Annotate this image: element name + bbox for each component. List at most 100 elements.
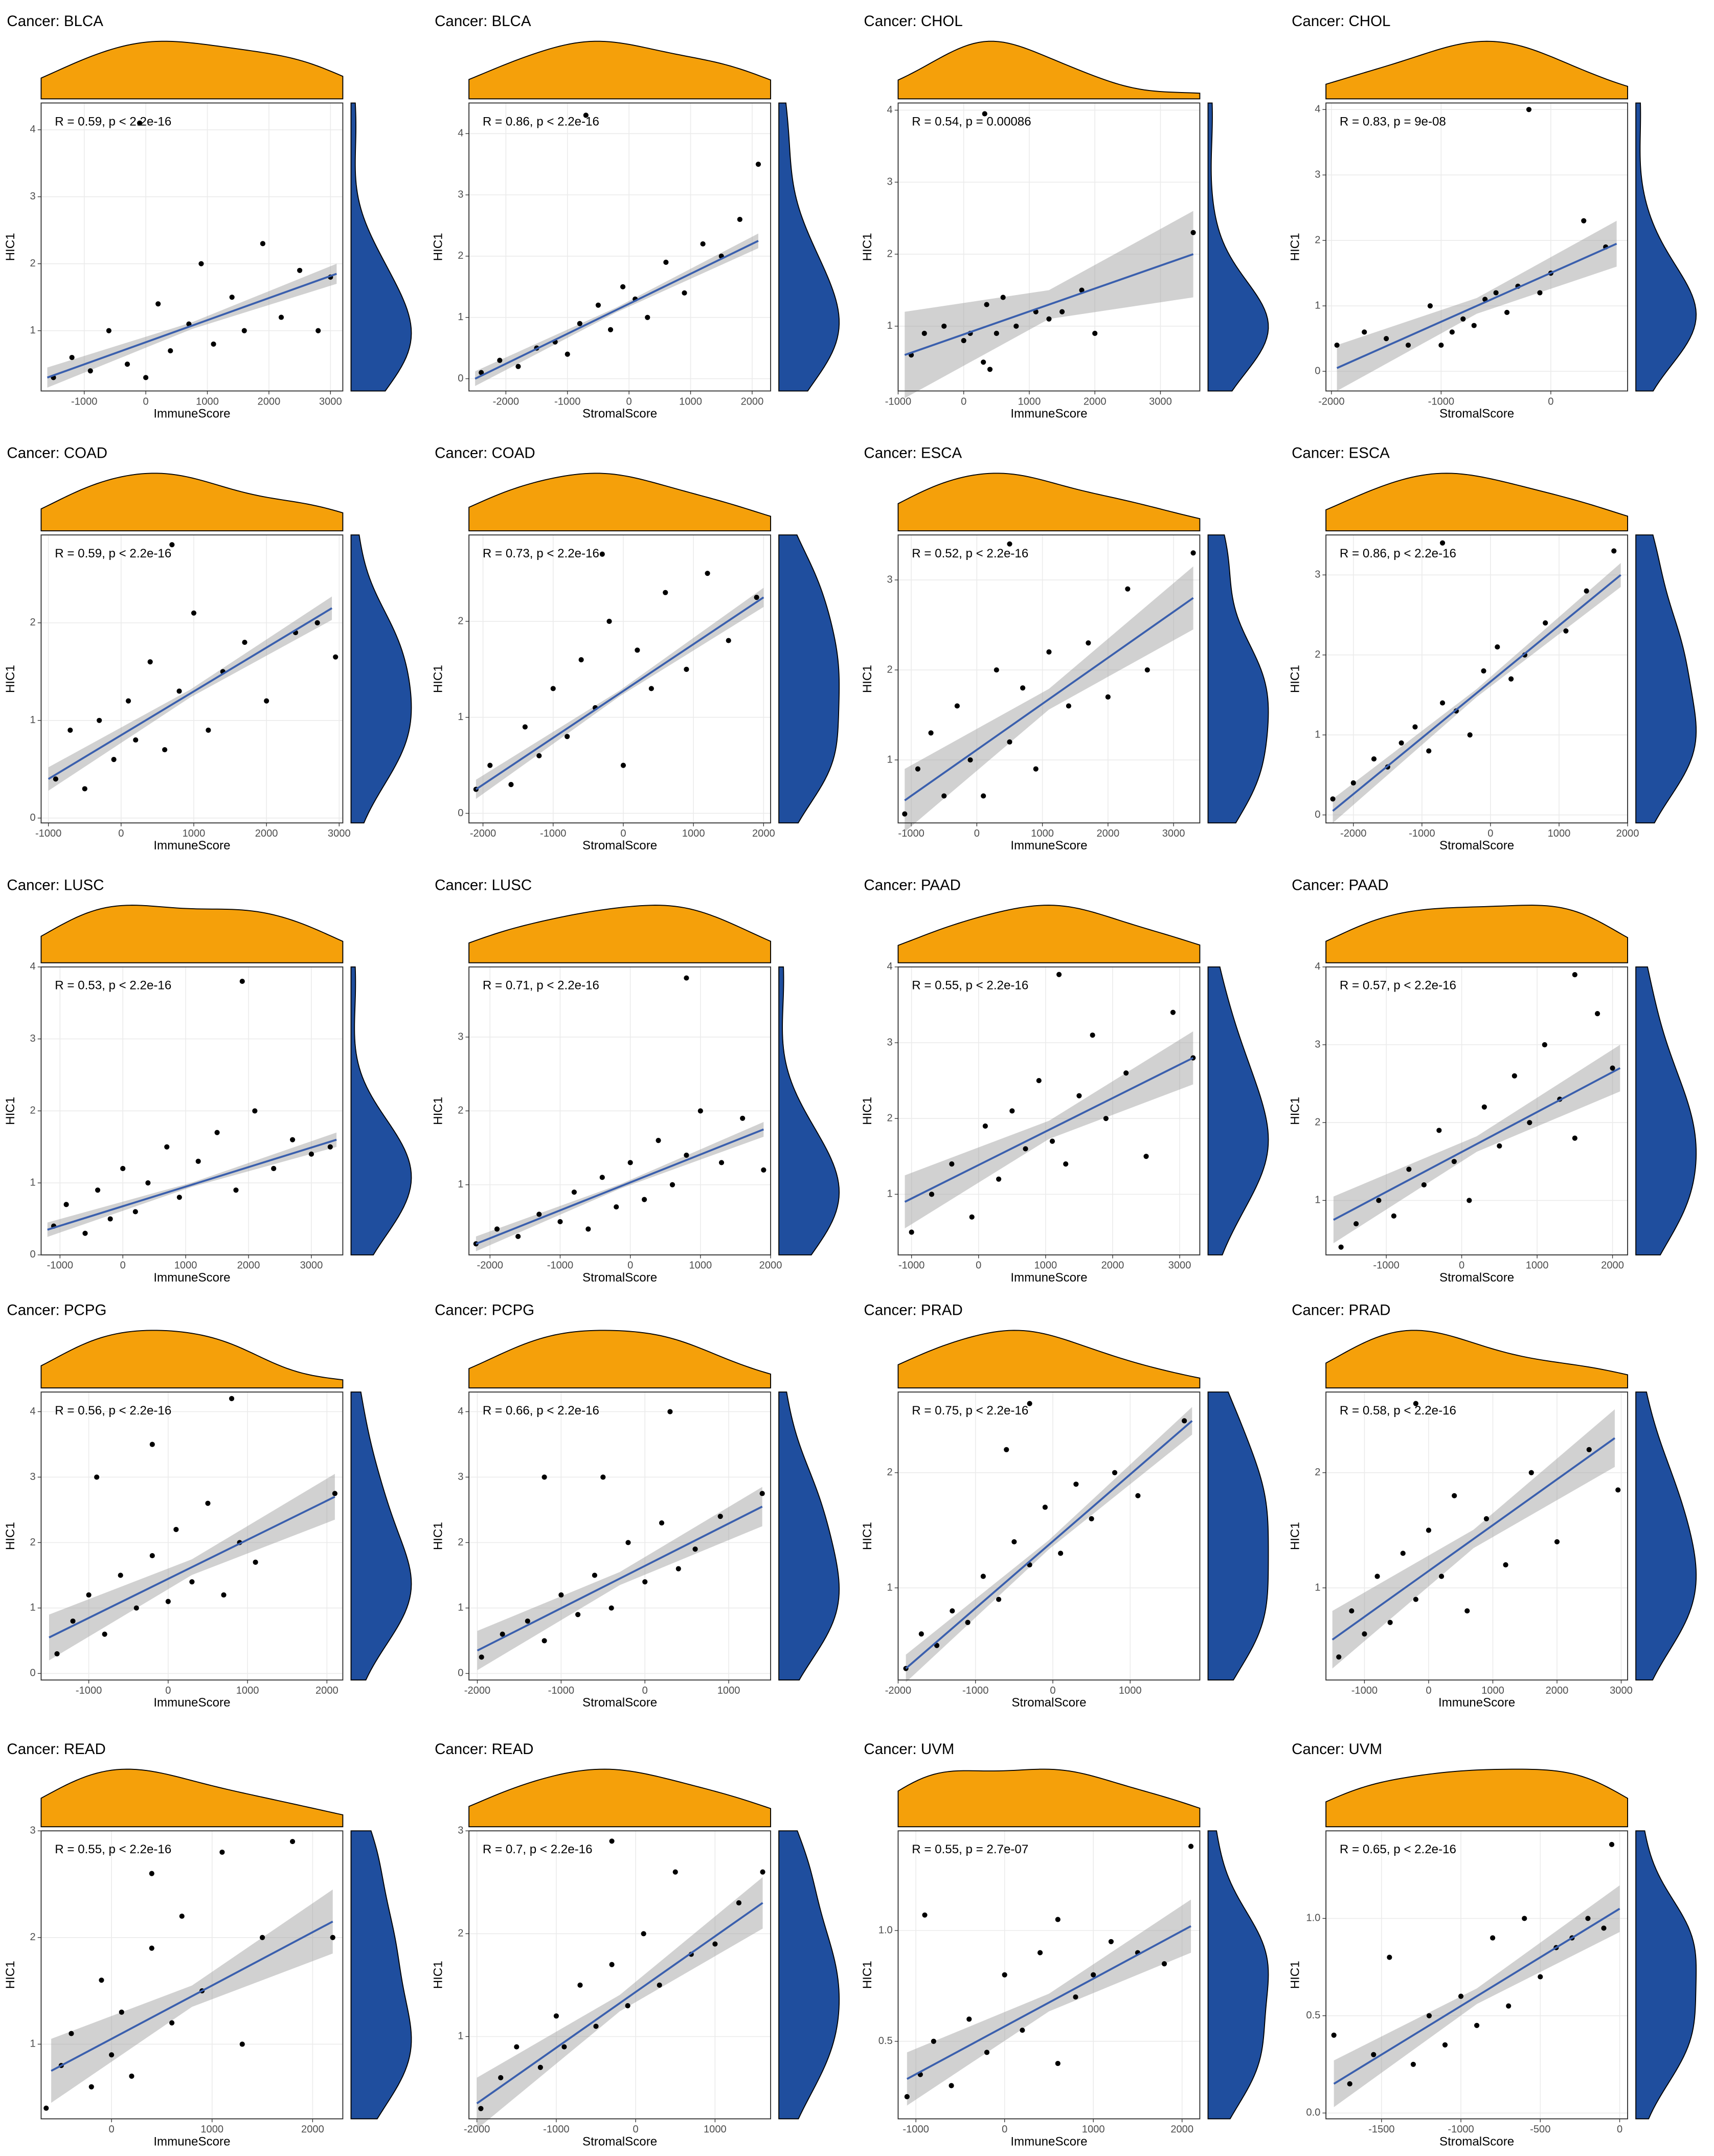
point xyxy=(99,1978,104,1983)
point xyxy=(1020,2027,1025,2033)
fit-line xyxy=(1332,574,1621,812)
point xyxy=(119,2009,124,2015)
point xyxy=(95,1187,101,1193)
point xyxy=(149,1553,155,1559)
top-density xyxy=(40,905,344,963)
annotation: R = 0.7, p < 2.2e-16 xyxy=(483,1843,593,1856)
point xyxy=(609,1962,615,1967)
point xyxy=(950,1608,955,1614)
x-tick-label: -2000 xyxy=(1340,828,1366,839)
point xyxy=(1413,1597,1418,1602)
point xyxy=(109,2052,115,2058)
x-tick-label: -2000 xyxy=(470,828,496,839)
point xyxy=(1374,1574,1380,1579)
x-tick-label: 1000 xyxy=(196,396,219,407)
point xyxy=(514,2044,520,2050)
point xyxy=(198,261,204,266)
point xyxy=(1506,2003,1512,2009)
annotation: R = 0.52, p < 2.2e-16 xyxy=(912,547,1028,560)
point xyxy=(659,1520,665,1526)
point xyxy=(179,1913,185,1919)
point xyxy=(684,666,689,672)
plot-border xyxy=(40,1391,344,1681)
point xyxy=(327,1144,333,1150)
fit-line xyxy=(475,240,759,380)
y-tick-label: 4 xyxy=(887,104,893,116)
x-tick-label: 0 xyxy=(1459,1260,1464,1271)
plot-border xyxy=(897,1830,1201,2120)
annotation: R = 0.54, p = 0.00086 xyxy=(912,115,1031,128)
x-axis-title: StromalScore xyxy=(1011,1696,1086,1710)
x-tick-label: 0 xyxy=(143,396,149,407)
point xyxy=(106,328,111,333)
point xyxy=(1495,644,1500,650)
y-tick-label: 2 xyxy=(1315,649,1320,660)
point xyxy=(915,766,921,772)
x-axis-title: ImmuneScore xyxy=(153,407,230,420)
point xyxy=(984,302,989,307)
x-axis-title: StromalScore xyxy=(1439,839,1514,852)
point xyxy=(1615,1487,1621,1493)
point xyxy=(717,1514,723,1519)
right-density xyxy=(778,1830,840,2120)
point xyxy=(1490,1935,1496,1941)
plot-area xyxy=(898,967,1200,1255)
point xyxy=(575,1612,581,1618)
point xyxy=(1474,2023,1480,2028)
y-axis-title: HIC1 xyxy=(4,1961,17,1989)
y-tick-label: 3 xyxy=(458,1471,463,1483)
point xyxy=(620,762,626,768)
annotation: R = 0.55, p = 2.7e-07 xyxy=(912,1843,1028,1856)
x-tick-label: 2000 xyxy=(255,828,278,839)
x-axis-title: StromalScore xyxy=(582,407,657,420)
top-density xyxy=(468,1330,771,1388)
plot-border xyxy=(1325,534,1628,824)
point xyxy=(1330,796,1336,802)
point xyxy=(1033,766,1039,772)
point xyxy=(1399,740,1404,746)
point xyxy=(1451,1159,1457,1164)
panel-title: Cancer: COAD xyxy=(435,445,535,462)
point xyxy=(1349,1608,1355,1614)
point xyxy=(1581,218,1587,223)
point xyxy=(996,1176,1002,1182)
panel: Cancer: PAAD -1000 0 1000 2000 3000 1 2 3 4 R = 0.… xyxy=(861,877,1269,1285)
top-density xyxy=(468,905,771,963)
top-density xyxy=(897,905,1201,963)
right-density xyxy=(778,102,840,392)
y-tick-label: 4 xyxy=(458,1406,463,1417)
y-tick-label: 0.5 xyxy=(878,2035,893,2047)
point xyxy=(1004,1447,1009,1452)
point xyxy=(565,351,570,357)
panel-title: Cancer: UVM xyxy=(1292,1741,1382,1758)
x-tick-label: -500 xyxy=(1530,2124,1550,2135)
point xyxy=(718,1160,725,1165)
x-tick-label: 0 xyxy=(1050,1685,1055,1696)
point xyxy=(149,1442,155,1447)
point xyxy=(1336,1654,1342,1660)
point xyxy=(593,2024,599,2029)
point xyxy=(1421,1182,1427,1188)
point xyxy=(1058,1551,1064,1556)
x-tick-label: -1000 xyxy=(903,2124,929,2135)
point xyxy=(645,315,650,320)
y-tick-label: 2 xyxy=(887,664,893,675)
fit-line xyxy=(48,607,333,780)
plot-area xyxy=(41,1392,343,1680)
point xyxy=(692,1546,698,1552)
point xyxy=(1594,1011,1600,1017)
plot-border xyxy=(897,102,1201,392)
top-density xyxy=(468,473,771,531)
x-tick-label: 1000 xyxy=(689,1260,712,1271)
point xyxy=(1073,1994,1078,2000)
x-tick-label: 1000 xyxy=(200,2124,223,2135)
point xyxy=(542,1638,547,1644)
fit-line xyxy=(49,1496,335,1638)
point xyxy=(1037,1950,1043,1956)
plot-border xyxy=(468,102,771,392)
point xyxy=(982,1123,988,1129)
point xyxy=(271,1165,277,1172)
y-axis-title: HIC1 xyxy=(4,665,17,693)
fit-line xyxy=(47,1138,337,1231)
point xyxy=(954,703,960,709)
